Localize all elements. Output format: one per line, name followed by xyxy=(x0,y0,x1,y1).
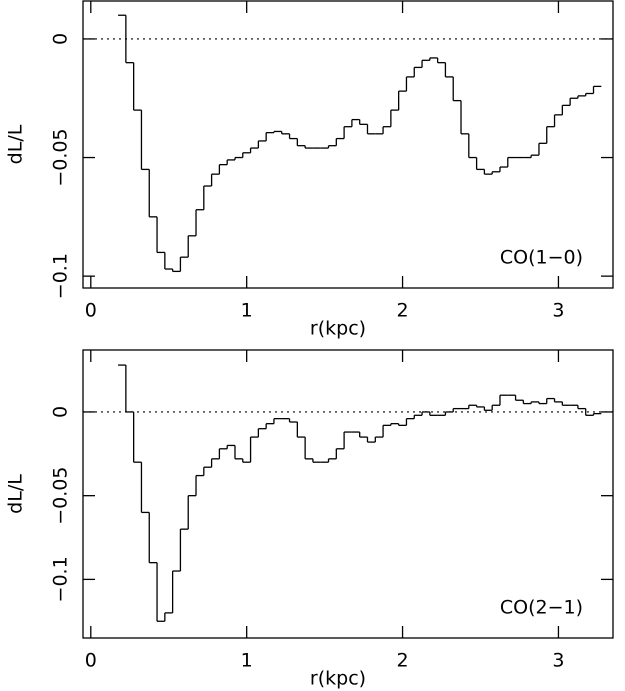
x-axis-label: r(kpc) xyxy=(310,668,366,690)
plot-frame xyxy=(82,349,614,639)
annotation: CO(2−1) xyxy=(500,597,583,619)
y-tick-label: 0 xyxy=(50,406,72,418)
x-tick-label: 3 xyxy=(552,650,564,672)
x-tick-label: 0 xyxy=(85,650,97,672)
plot-frame xyxy=(82,0,614,289)
y-tick-label: −0.1 xyxy=(50,253,72,299)
x-tick-label: 1 xyxy=(241,300,253,322)
x-tick-label: 2 xyxy=(397,650,409,672)
x-tick-label: 3 xyxy=(552,300,564,322)
x-tick-label: 2 xyxy=(397,300,409,322)
annotation: CO(1−0) xyxy=(500,247,583,269)
x-tick-label: 0 xyxy=(85,300,97,322)
y-axis-label: dL/L xyxy=(5,124,27,164)
y-tick-label: −0.05 xyxy=(50,467,72,525)
y-tick-label: −0.05 xyxy=(50,128,72,186)
y-axis-label: dL/L xyxy=(5,474,27,514)
x-tick-label: 1 xyxy=(241,650,253,672)
y-tick-label: 0 xyxy=(50,33,72,45)
x-axis-label: r(kpc) xyxy=(310,318,366,340)
y-tick-label: −0.1 xyxy=(50,556,72,602)
